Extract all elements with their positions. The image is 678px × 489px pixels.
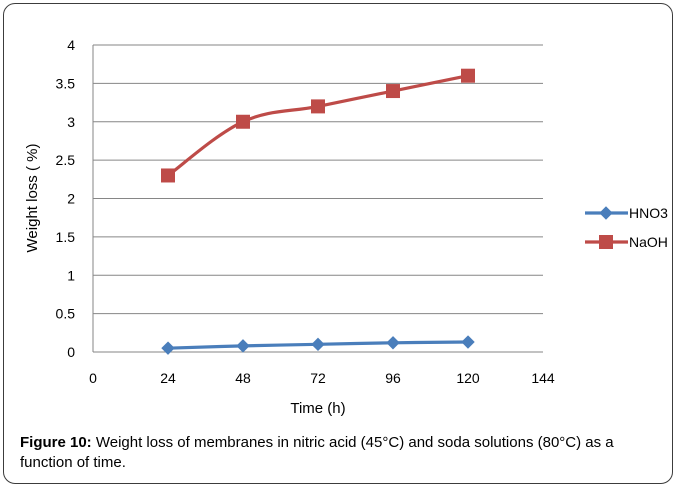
data-point-hno3 bbox=[311, 337, 325, 352]
y-tick-label: 3.5 bbox=[56, 75, 76, 91]
gridlines bbox=[93, 44, 543, 315]
legend: HNO3 NaOH bbox=[585, 205, 668, 250]
figure-frame bbox=[3, 3, 673, 484]
data-point-hno3 bbox=[236, 339, 250, 353]
series-lines bbox=[161, 68, 475, 355]
x-tick-label: 48 bbox=[235, 370, 251, 386]
y-tick-label: 4 bbox=[67, 37, 75, 53]
line-chart: 0 0.5 1 1.5 2 2.5 3 3.5 4 0 24 48 72 96 120 144 Weight… bbox=[24, 37, 668, 417]
data-point-hno3 bbox=[386, 336, 400, 350]
y-tick-labels: 0 0.5 1 1.5 2 2.5 3 3.5 4 bbox=[56, 37, 76, 360]
x-tick-label: 144 bbox=[531, 370, 555, 386]
y-axis-label: Weight loss ( %) bbox=[24, 144, 41, 253]
y-tick-label: 2.5 bbox=[56, 152, 76, 168]
x-tick-label: 120 bbox=[456, 370, 480, 386]
data-point-naoh bbox=[386, 84, 400, 99]
caption-label: Figure 10: bbox=[20, 434, 92, 451]
legend-marker-hno3 bbox=[599, 206, 613, 220]
data-point-naoh bbox=[236, 114, 250, 129]
y-tick-label: 1.5 bbox=[56, 229, 76, 245]
data-point-naoh bbox=[461, 68, 475, 83]
figure-caption: Figure 10: Weight loss of membranes in n… bbox=[20, 433, 665, 473]
data-point-naoh bbox=[161, 168, 175, 183]
legend-marker-naoh bbox=[599, 235, 613, 249]
y-tick-label: 3 bbox=[67, 114, 75, 130]
y-tick-label: 0 bbox=[67, 344, 75, 360]
x-tick-labels: 0 24 48 72 96 120 144 bbox=[89, 370, 555, 386]
data-point-naoh bbox=[311, 99, 325, 114]
legend-label-hno3: HNO3 bbox=[629, 205, 668, 221]
x-tick-label: 24 bbox=[160, 370, 176, 386]
caption-text: Weight loss of membranes in nitric acid … bbox=[20, 434, 614, 471]
data-point-hno3 bbox=[161, 341, 175, 355]
x-tick-label: 96 bbox=[385, 370, 401, 386]
data-point-hno3 bbox=[461, 335, 475, 349]
y-tick-label: 0.5 bbox=[56, 306, 76, 322]
x-tick-label: 0 bbox=[89, 370, 97, 386]
legend-label-naoh: NaOH bbox=[629, 234, 668, 250]
y-tick-label: 1 bbox=[67, 267, 75, 283]
y-tick-label: 2 bbox=[67, 191, 75, 207]
x-tick-label: 72 bbox=[310, 370, 326, 386]
x-axis-label: Time (h) bbox=[290, 400, 345, 417]
